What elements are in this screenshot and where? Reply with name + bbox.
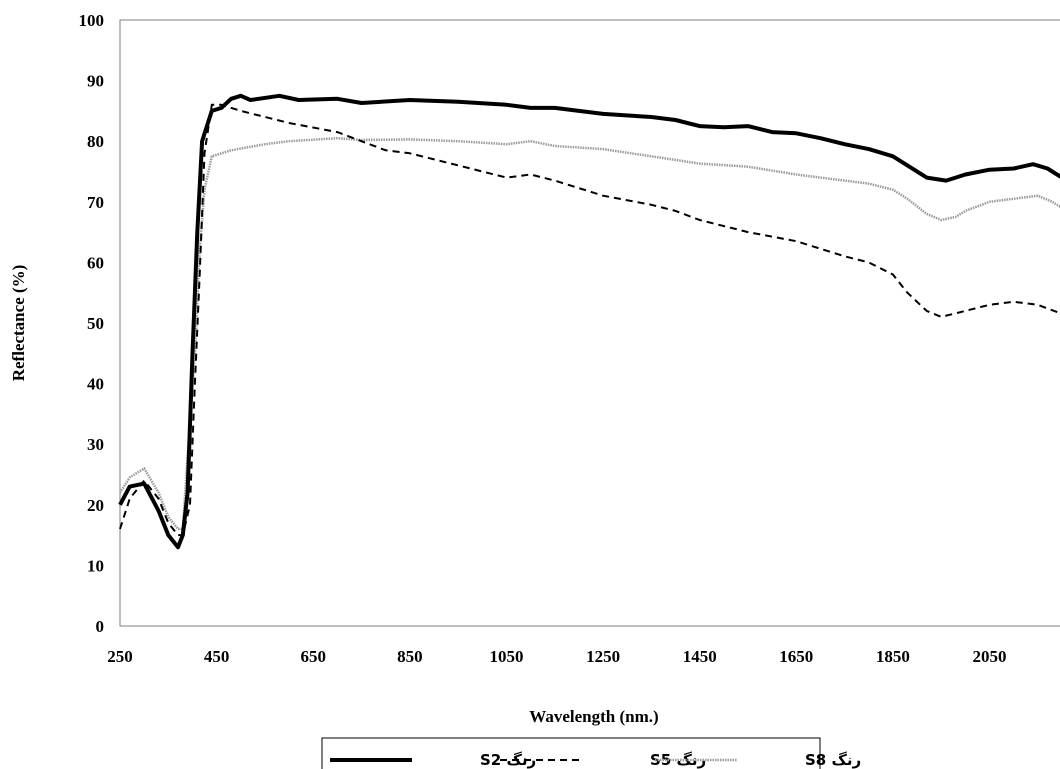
y-axis-title: Reflectance (%) [9,265,28,382]
chart-legend: رنگ S2 رنگ S5 رنگ S8 [321,737,861,769]
x-tick-label: 1650 [779,647,813,666]
x-tick-label: 1050 [489,647,523,666]
y-tick-label: 70 [87,193,104,212]
legend-label-1: رنگ S2 [480,751,536,769]
x-tick-label: 1450 [683,647,717,666]
series-layer [118,93,1060,550]
x-axis-ticks: 250 450 650 850 1050 1250 1450 1650 1850 2050 [107,647,1006,666]
legend-box [321,737,821,769]
series-line-2 [119,103,1060,537]
x-tick-label: 650 [300,647,326,666]
plot-area-frame [119,19,1060,627]
y-tick-label: 80 [87,132,104,151]
series-line-3 [118,136,1060,531]
y-tick-label: 40 [87,375,104,394]
x-axis-title: Wavelength (nm.) [529,707,658,726]
y-tick-label: 10 [87,556,104,575]
y-tick-label: 20 [87,496,104,515]
series-line-1 [118,93,1060,550]
x-tick-label: 2050 [973,647,1007,666]
legend-label-3: رنگ S8 [805,751,861,769]
x-tick-label: 1250 [586,647,620,666]
y-tick-label: 60 [87,253,104,272]
y-tick-label: 0 [96,617,105,636]
x-tick-label: 1850 [876,647,910,666]
x-tick-label: 250 [107,647,133,666]
x-tick-label: 450 [204,647,230,666]
y-tick-label: 50 [87,314,104,333]
x-tick-label: 850 [397,647,423,666]
y-tick-label: 90 [87,72,104,91]
y-tick-label: 30 [87,435,104,454]
y-tick-label: 100 [79,11,105,30]
y-axis-ticks: 0 10 20 30 40 50 60 70 80 90 100 [79,11,105,636]
